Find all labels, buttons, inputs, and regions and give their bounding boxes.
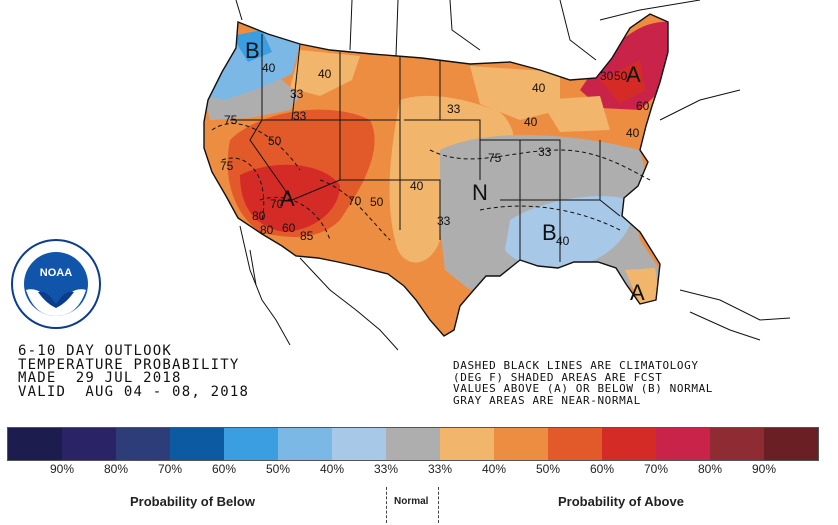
outlook-map: 40 33 40 33 33 40 50 60 70 40 50 40 33 4… (203, 0, 791, 351)
probability-color-scale (7, 427, 819, 461)
scale-swatch (440, 428, 494, 460)
contour-label: 50 (268, 134, 282, 148)
scale-swatch (602, 428, 656, 460)
below-letter: B (542, 220, 557, 245)
outlook-line: TEMPERATURE PROBABILITY (18, 356, 240, 373)
contour-label: 33 (293, 109, 307, 123)
contour-label: 80 (260, 223, 274, 237)
scale-swatch (62, 428, 116, 460)
contour-label: 70 (348, 194, 362, 208)
neighbor-boundaries (235, 0, 791, 351)
contour-label: 40 (318, 67, 332, 81)
scale-tick-label: 60% (211, 462, 237, 476)
scale-tick-labels: 90% 80% 70% 60% 50% 40% 33% 33% 40% 50% 60% 70% 80% 9… (7, 462, 824, 478)
scale-swatch (710, 428, 764, 460)
scale-tick-label: 70% (643, 462, 669, 476)
scale-swatch (386, 428, 440, 460)
scale-tick-label: 60% (589, 462, 615, 476)
contour-label: 33 (538, 145, 552, 159)
scale-swatch (116, 428, 170, 460)
normal-divider-left (386, 487, 387, 523)
region-letters: B A A N B A (245, 38, 645, 305)
above-caption: Probability of Above (558, 494, 684, 509)
contour-label: 40 (626, 126, 640, 140)
noaa-logo: NOAA (10, 238, 102, 330)
note-line: DASHED BLACK LINES ARE CLIMATOLOGY (453, 359, 699, 372)
above-letter: A (630, 280, 645, 305)
contour-label: 70 (270, 197, 284, 211)
scale-tick-label: 33% (373, 462, 399, 476)
contour-label: 50 (614, 69, 628, 83)
outlook-line: 6-10 DAY OUTLOOK (18, 343, 173, 359)
below-letter: B (245, 38, 260, 63)
legend-note: DASHED BLACK LINES ARE CLIMATOLOGY (DEG F… (453, 360, 713, 406)
scale-swatch (224, 428, 278, 460)
outlook-line: VALID AUG 04 - 08, 2018 (18, 383, 250, 400)
note-line: (DEG F) SHADED AREAS ARE FCST (453, 370, 663, 384)
note-line: VALUES ABOVE (A) OR BELOW (B) NORMAL (453, 382, 714, 395)
noaa-wordmark: NOAA (40, 267, 72, 279)
contour-label: 75 (488, 151, 502, 165)
scale-tick-label: 80% (697, 462, 723, 476)
above-letter: A (280, 186, 295, 211)
scale-swatch (170, 428, 224, 460)
normal-caption: Normal (394, 496, 429, 507)
below-caption: Probability of Below (130, 494, 255, 509)
climatology-lines (211, 123, 651, 241)
contour-label: 40 (410, 179, 424, 193)
contour-label: 60 (282, 221, 296, 235)
contour-label: 60 (636, 99, 650, 113)
note-line: GRAY AREAS ARE NEAR-NORMAL (453, 393, 641, 407)
state-boundaries (203, 13, 669, 337)
normal-divider-right (438, 487, 439, 523)
contour-labels: 40 33 40 33 33 40 50 60 70 40 50 40 33 4… (220, 61, 650, 248)
above-letter: A (626, 62, 641, 87)
scale-swatch (8, 428, 62, 460)
scale-swatch (494, 428, 548, 460)
scale-swatch (548, 428, 602, 460)
scale-tick-label: 40% (319, 462, 345, 476)
scale-swatch (656, 428, 710, 460)
scale-tick-label: 90% (49, 462, 75, 476)
contour-label: 33 (437, 214, 451, 228)
contour-label: 75 (220, 159, 234, 173)
scale-tick-label: 90% (751, 462, 777, 476)
contour-label: 75 (224, 113, 238, 127)
contour-label: 50 (370, 195, 384, 209)
scale-tick-label: 40% (481, 462, 507, 476)
scale-tick-label: 70% (157, 462, 183, 476)
scale-swatch (278, 428, 332, 460)
scale-tick-label: 33% (427, 462, 453, 476)
scale-swatch (332, 428, 386, 460)
contour-label: 33 (290, 87, 304, 101)
contour-label: 40 (262, 61, 276, 75)
scale-tick-label: 50% (265, 462, 291, 476)
outlook-line: MADE 29 JUL 2018 (18, 370, 182, 386)
normal-letter: N (472, 180, 488, 205)
contour-label: 80 (252, 209, 266, 223)
scale-swatch (764, 428, 818, 460)
scale-tick-label: 80% (103, 462, 129, 476)
contour-label: 40 (556, 234, 570, 248)
contour-label: 40 (524, 115, 538, 129)
contour-label: 85 (300, 229, 314, 243)
contour-label: 33 (447, 102, 461, 116)
contour-label: 30 (600, 69, 614, 83)
contour-label: 40 (532, 81, 546, 95)
scale-tick-label: 50% (535, 462, 561, 476)
outlook-title-block: 6-10 DAY OUTLOOK TEMPERATURE PROBABILITY M… (18, 343, 250, 400)
